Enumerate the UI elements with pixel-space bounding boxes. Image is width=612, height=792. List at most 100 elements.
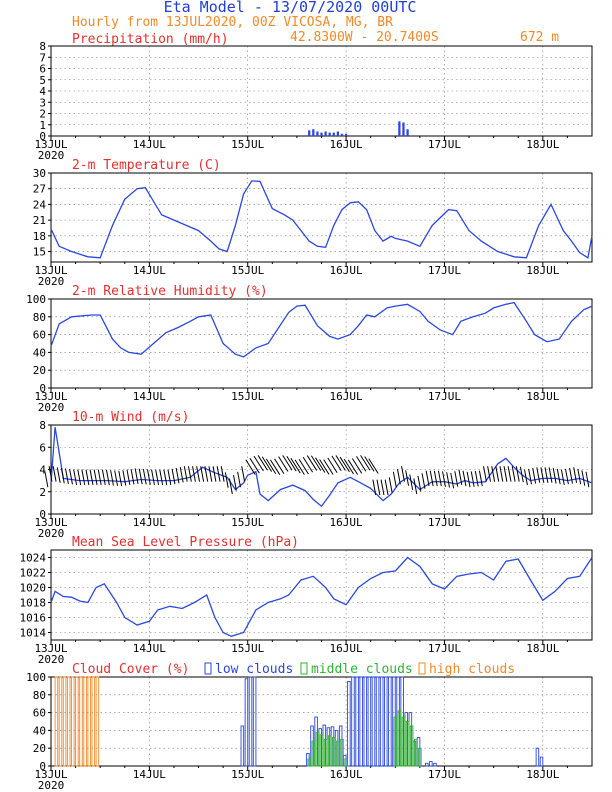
wind-barb (142, 468, 147, 485)
wind-barb (200, 466, 205, 482)
wind-barb (134, 468, 139, 484)
rh-series-line (50, 301, 593, 358)
wind-barb (524, 469, 528, 486)
precip-xtick-label: 13JUL (34, 138, 67, 151)
cloud-bar-high (71, 676, 75, 767)
wind-barb (462, 470, 467, 487)
wind-barb (118, 470, 123, 487)
wind-barb (507, 466, 512, 482)
wind-barb (274, 458, 285, 474)
cloud-year-label: 2020 (38, 779, 65, 792)
wind-barb (581, 470, 586, 486)
wind-barb (392, 471, 397, 488)
wind-barb (466, 471, 471, 488)
wind-barb (261, 456, 273, 472)
mslp-ytick-label: 1024 (20, 552, 47, 565)
cloud-bar-low (359, 676, 363, 767)
temp-xtick-label: 17JUL (428, 264, 461, 277)
mslp-xtick-label: 17JUL (428, 642, 461, 655)
panel-temp: 2-m Temperature (C) 30 27 24 21 18 15 13JUL 14JU… (33, 158, 593, 288)
wind-barb (499, 466, 504, 482)
wind-barb (560, 469, 565, 486)
cloud-bar-low (367, 676, 372, 767)
temp-xtick-label: 14JUL (133, 264, 166, 277)
mslp-ytick-label: 1020 (20, 582, 47, 595)
precip-bar (398, 121, 401, 136)
cloud-bar-low (535, 747, 540, 767)
wind-barb (425, 470, 430, 487)
cloud-bar-middle (327, 735, 332, 767)
cloud-bar-middle (405, 721, 410, 767)
cloud-xtick-label: 16JUL (330, 768, 363, 781)
cloud-bar-low (244, 678, 249, 767)
cloud-bar-high (83, 676, 87, 767)
wind-year-label: 2020 (38, 527, 65, 540)
precip-bar (340, 133, 344, 136)
wind-barb (577, 468, 582, 485)
wind-barb (65, 468, 69, 484)
wind-barb (315, 457, 326, 473)
precip-ytick-label: 8 (39, 40, 46, 53)
temp-ytick-label: 15 (33, 246, 46, 259)
cloud-bar-high (54, 676, 59, 767)
wind-barb (290, 458, 301, 474)
cloud-bar-middle (336, 740, 340, 767)
cloud-bar-middle (315, 731, 320, 767)
wind-barb (196, 466, 200, 482)
wind-ytick-label: 4 (39, 464, 46, 477)
wind-barb (73, 469, 78, 486)
wind-barb (478, 470, 483, 487)
wind-barb (126, 469, 131, 486)
cloud-bar-low (252, 676, 257, 767)
cloud-bar-middle (418, 747, 422, 767)
wind-barb (384, 479, 389, 496)
wind-barb (405, 470, 410, 486)
precip-bar (316, 131, 319, 136)
wind-barb (93, 469, 98, 486)
low-clouds-legend-label: low clouds (215, 662, 293, 677)
wind-barb (540, 467, 545, 483)
wind-barb (208, 466, 213, 482)
cloud-xtick-label: 15JUL (231, 768, 264, 781)
run-subtitle: Hourly from 13JUL2020, 00Z VICOSA, MG, B… (72, 15, 393, 30)
wind-barb (286, 455, 297, 472)
precip-xtick-label: 17JUL (428, 138, 461, 151)
mslp-title: Mean Sea Level Pressure (hPa) (72, 535, 299, 550)
cloud-bar-middle (323, 738, 328, 767)
cloud-legend: low clouds middle clouds high clouds (204, 662, 515, 677)
precip-xtick-label: 16JUL (330, 138, 363, 151)
mslp-ytick-label: 1014 (20, 627, 47, 640)
precip-bar (332, 132, 335, 136)
precip-title: Precipitation (mm/h) (72, 32, 229, 47)
wind-barb (302, 456, 314, 473)
wind-barb (552, 468, 557, 484)
wind-barb (585, 471, 590, 488)
wind-barb (470, 471, 475, 487)
wind-barb (212, 466, 217, 482)
wind-barb (249, 457, 260, 474)
mslp-xtick-label: 16JUL (330, 642, 363, 655)
wind-barb (536, 467, 541, 483)
cloud-bar-low (425, 762, 429, 767)
wind-barb (442, 471, 446, 487)
rh-xtick-label: 16JUL (330, 390, 363, 403)
wind-ytick-label: 2 (39, 486, 46, 499)
wind-barb (167, 469, 172, 486)
wind-barb (105, 469, 110, 486)
cloud-xtick-label: 13JUL (34, 768, 67, 781)
wind-barb (417, 475, 422, 492)
wind-barb (548, 467, 553, 483)
wind-barb (380, 479, 385, 496)
cloud-bar-low (240, 725, 245, 767)
cloud-bar-low (429, 761, 433, 767)
wind-barb (294, 459, 305, 475)
precip-xtick-label: 18JUL (526, 138, 559, 151)
cloud-xtick-label: 18JUL (526, 768, 559, 781)
wind-barb (413, 478, 418, 494)
mslp-year-label: 2020 (38, 653, 65, 666)
wind-barb (376, 479, 381, 496)
middle-clouds-legend-label: middle clouds (311, 662, 413, 677)
wind-barb (401, 466, 405, 482)
precip-ytick-label: 2 (39, 108, 46, 121)
